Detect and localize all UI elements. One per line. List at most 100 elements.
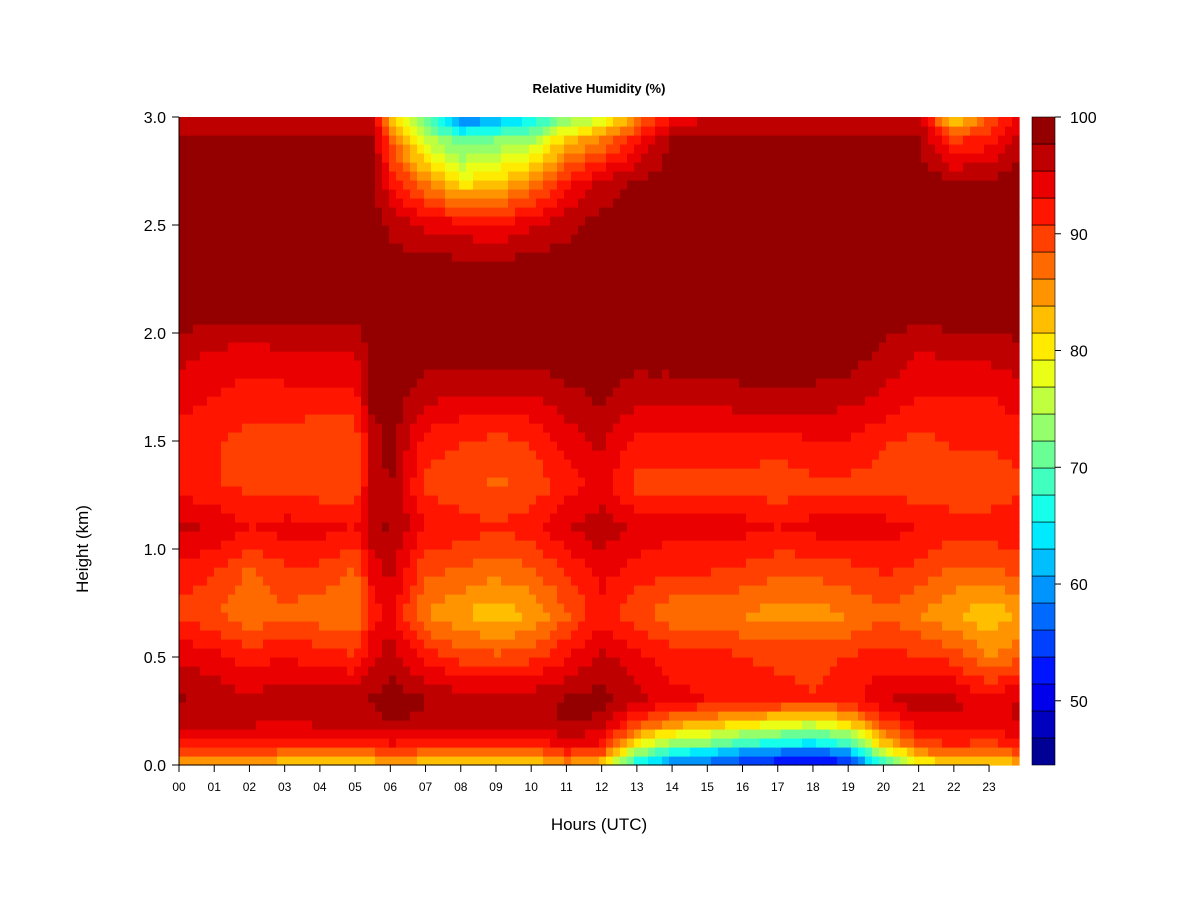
heatmap-cell [186, 504, 194, 514]
heatmap-cell [396, 189, 404, 199]
heatmap-cell [354, 738, 362, 748]
heatmap-cell [480, 729, 488, 739]
heatmap-cell [564, 198, 572, 208]
heatmap-cell [340, 747, 348, 757]
heatmap-cell [634, 297, 642, 307]
heatmap-cell [557, 306, 565, 316]
heatmap-cell [221, 324, 229, 334]
heatmap-cell [564, 720, 572, 730]
heatmap-cell [193, 135, 201, 145]
heatmap-cell [200, 639, 208, 649]
heatmap-cell [305, 720, 313, 730]
heatmap-cell [599, 387, 607, 397]
heatmap-cell [326, 747, 334, 757]
heatmap-cell [627, 207, 635, 217]
heatmap-cell [403, 198, 411, 208]
heatmap-cell [508, 189, 516, 199]
heatmap-cell [424, 144, 432, 154]
heatmap-cell [599, 288, 607, 298]
heatmap-cell [312, 666, 320, 676]
heatmap-cell [263, 477, 271, 487]
heatmap-cell [431, 657, 439, 667]
heatmap-cell [620, 441, 628, 451]
heatmap-cell [347, 387, 355, 397]
heatmap-cell [494, 720, 502, 730]
heatmap-cell [403, 504, 411, 514]
heatmap-cell [284, 243, 292, 253]
heatmap-cell [284, 423, 292, 433]
heatmap-cell [578, 441, 586, 451]
heatmap-cell [256, 333, 264, 343]
heatmap-cell [606, 531, 614, 541]
heatmap-cell [186, 702, 194, 712]
heatmap-cell [207, 252, 215, 262]
heatmap-cell [543, 594, 551, 604]
heatmap-cell [326, 153, 334, 163]
heatmap-cell [256, 126, 264, 136]
heatmap-cell [249, 531, 257, 541]
heatmap-cell [228, 243, 236, 253]
heatmap-cell [340, 162, 348, 172]
heatmap-cell [396, 711, 404, 721]
heatmap-cell [641, 450, 649, 460]
heatmap-cell [641, 117, 649, 127]
heatmap-cell [326, 378, 334, 388]
heatmap-cell [270, 234, 278, 244]
heatmap-cell [228, 639, 236, 649]
heatmap-cell [431, 135, 439, 145]
heatmap-cell [522, 162, 530, 172]
heatmap-cell [242, 621, 250, 631]
heatmap-cell [564, 153, 572, 163]
heatmap-cell [354, 342, 362, 352]
heatmap-cell [655, 117, 663, 127]
heatmap-cell [641, 693, 649, 703]
heatmap-cell [494, 621, 502, 631]
heatmap-cell [347, 639, 355, 649]
heatmap-cell [277, 252, 285, 262]
heatmap-cell [263, 693, 271, 703]
heatmap-cell [522, 261, 530, 271]
heatmap-cell [270, 738, 278, 748]
heatmap-cell [550, 153, 558, 163]
heatmap-cell [459, 270, 467, 280]
heatmap-cell [417, 216, 425, 226]
heatmap-cell [585, 459, 593, 469]
heatmap-cell [543, 144, 551, 154]
heatmap-cell [613, 270, 621, 280]
heatmap-cell [606, 477, 614, 487]
heatmap-cell [249, 477, 257, 487]
heatmap-cell [487, 216, 495, 226]
heatmap-cell [333, 117, 341, 127]
heatmap-cell [305, 216, 313, 226]
heatmap-cell [410, 405, 418, 415]
heatmap-cell [305, 540, 313, 550]
heatmap-cell [564, 513, 572, 523]
heatmap-cell [585, 441, 593, 451]
heatmap-cell [382, 567, 390, 577]
heatmap-cell [368, 117, 376, 127]
heatmap-cell [445, 693, 453, 703]
heatmap-cell [235, 576, 243, 586]
heatmap-cell [613, 540, 621, 550]
heatmap-cell [396, 234, 404, 244]
heatmap-cell [648, 198, 656, 208]
heatmap-cell [515, 315, 523, 325]
heatmap-cell [354, 216, 362, 226]
heatmap-cell [186, 495, 194, 505]
heatmap-cell [396, 738, 404, 748]
heatmap-cell [277, 603, 285, 613]
heatmap-cell [389, 252, 397, 262]
heatmap-cell [298, 207, 306, 217]
heatmap-cell [333, 567, 341, 577]
heatmap-cell [641, 162, 649, 172]
heatmap-cell [291, 504, 299, 514]
heatmap-cell [242, 189, 250, 199]
heatmap-cell [235, 180, 243, 190]
heatmap-cell [578, 126, 586, 136]
heatmap-cell [543, 324, 551, 334]
heatmap-cell [557, 504, 565, 514]
heatmap-cell [494, 702, 502, 712]
heatmap-cell [452, 405, 460, 415]
heatmap-cell [606, 720, 614, 730]
heatmap-cell [648, 315, 656, 325]
